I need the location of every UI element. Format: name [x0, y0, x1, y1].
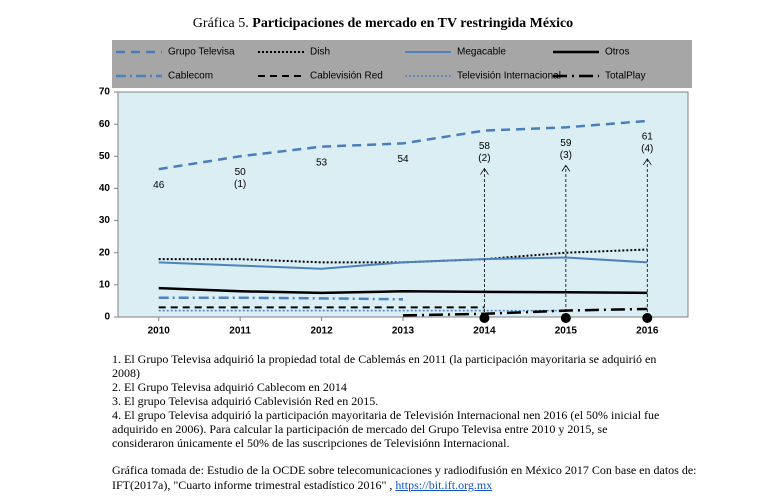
legend-label: Cablevisión Red: [310, 71, 383, 82]
series-line: [158, 296, 404, 301]
x-tick-label: 2011: [229, 326, 251, 337]
data-label: 53: [316, 157, 328, 168]
arrow-head: [561, 164, 571, 172]
data-label: 61: [642, 132, 654, 143]
y-tick-label: 60: [99, 119, 111, 130]
y-tick-label: 50: [99, 151, 111, 162]
source-text: Gráfica tomada de: Estudio de la OCDE so…: [112, 463, 697, 492]
x-tick-label: 2013: [392, 326, 415, 337]
arrow-head: [480, 167, 489, 175]
chart-title: Gráfica 5. Participaciones de mercado en…: [193, 16, 573, 31]
series-line: [158, 119, 648, 171]
legend-label: Dish: [310, 47, 330, 58]
y-tick-label: 30: [99, 215, 111, 226]
footnote: 2. El Grupo Televisa adquirió Cablecom e…: [112, 380, 347, 394]
legend-label: Megacable: [457, 47, 506, 58]
footnote: 1. El Grupo Televisa adquirió la propied…: [112, 352, 657, 380]
data-label: 50: [235, 167, 247, 178]
data-label: 58: [479, 141, 491, 152]
series-line: [158, 286, 648, 295]
source-link[interactable]: https://bit.ift.org.mx: [395, 478, 493, 492]
legend-label: Cablecom: [168, 71, 213, 82]
series-line: [158, 256, 648, 270]
y-tick-label: 0: [104, 312, 110, 323]
title-prefix: Gráfica 5.: [193, 16, 249, 31]
x-tick-label: 2010: [148, 326, 171, 337]
y-tick-label: 20: [99, 247, 111, 258]
legend-label: TotalPlay: [605, 71, 646, 82]
y-tick-label: 10: [99, 279, 111, 290]
legend-label: Otros: [605, 47, 629, 58]
legend-box: [112, 40, 692, 88]
legend-label: Televisión Internacional: [457, 71, 561, 82]
x-tick-label: 2012: [310, 326, 333, 337]
footnotes: 1. El Grupo Televisa adquirió la propied…: [112, 352, 672, 450]
arrow-head: [642, 158, 652, 166]
data-note: (4): [641, 144, 653, 155]
arrow-dot: [479, 313, 490, 323]
data-note: (2): [478, 153, 490, 164]
chart: Gráfica 5. Participaciones de mercado en…: [99, 16, 692, 337]
data-label: 54: [397, 154, 409, 165]
title-main: Participaciones de mercado en TV restrin…: [252, 16, 573, 31]
data-note: (1): [234, 179, 246, 190]
x-tick-label: 2016: [636, 326, 659, 337]
arrow-dot: [560, 313, 571, 323]
plot-area: [117, 91, 689, 318]
data-note: (3): [560, 150, 572, 161]
footnote: 3. El grupo Televisa adquirió Cablevisió…: [112, 394, 379, 408]
x-tick-label: 2015: [555, 326, 578, 337]
data-label: 46: [153, 180, 165, 191]
legend-label: Grupo Televisa: [168, 47, 235, 58]
data-label: 59: [560, 138, 572, 149]
arrow-dot: [642, 313, 653, 323]
y-tick-label: 40: [99, 183, 111, 194]
y-tick-label: 70: [99, 87, 111, 98]
footnote: 4. El grupo Televisa adquirió la partici…: [112, 408, 660, 450]
source: Gráfica tomada de: Estudio de la OCDE so…: [112, 463, 702, 493]
x-tick-label: 2014: [473, 326, 496, 337]
